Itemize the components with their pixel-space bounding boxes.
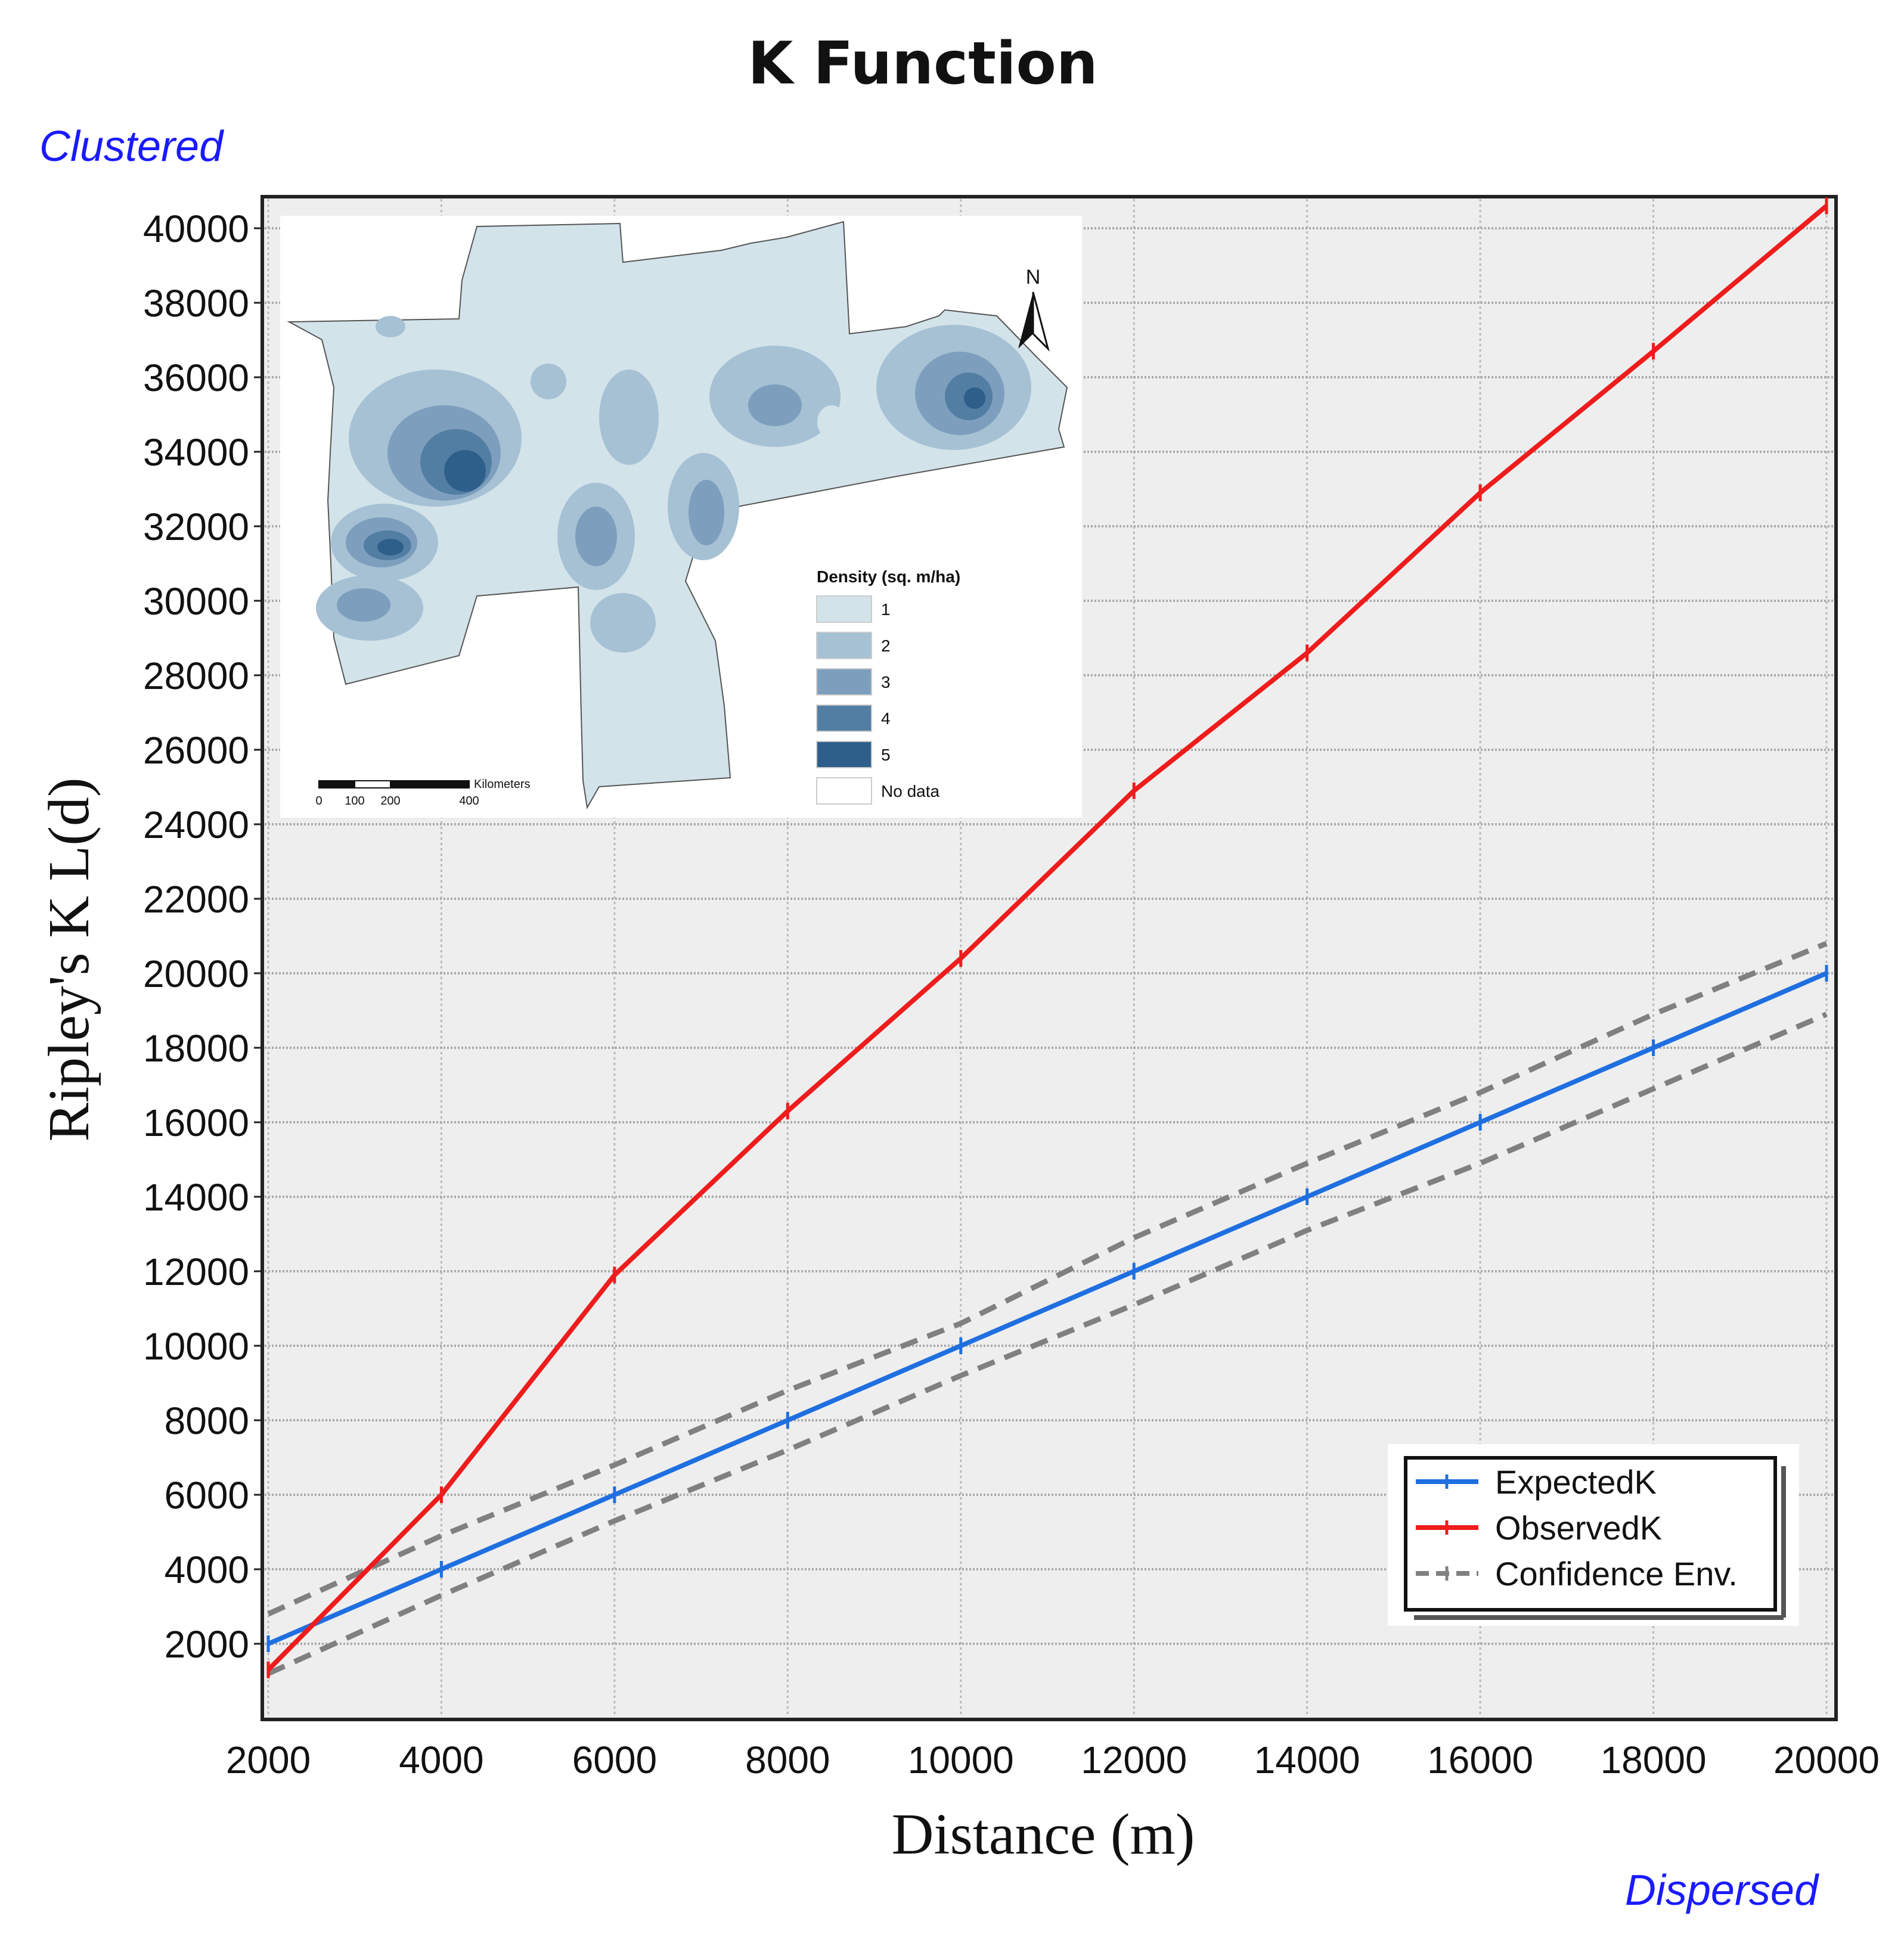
legend-label: ExpectedK <box>1495 1463 1657 1501</box>
chart-title: K Function <box>748 30 1097 98</box>
y-tick-label: 8000 <box>165 1399 249 1442</box>
series-group <box>266 197 1828 1678</box>
x-tick-label: 2000 <box>226 1739 311 1781</box>
map-legend-label: 5 <box>881 746 891 764</box>
x-tick-label: 4000 <box>399 1739 483 1781</box>
map-legend-swatch <box>816 668 872 696</box>
map-low-density-hole <box>817 405 846 439</box>
y-tick-label: 16000 <box>143 1101 249 1144</box>
y-tick-label: 6000 <box>165 1474 249 1517</box>
y-tick-label: 36000 <box>143 356 249 399</box>
scale-unit-label: Kilometers <box>474 778 530 791</box>
north-arrow-icon: N <box>1018 266 1050 352</box>
y-tick-label: 38000 <box>143 282 249 325</box>
map-legend-label: 1 <box>881 600 891 619</box>
map-legend-swatch <box>816 632 872 659</box>
x-tick-label: 6000 <box>572 1739 657 1781</box>
y-tick-label: 22000 <box>143 878 249 921</box>
scale-tick-label: 400 <box>459 794 479 808</box>
y-tick-label: 14000 <box>143 1176 249 1219</box>
y-axis-title: Ripley's K L(d) <box>37 777 101 1141</box>
x-tick-label: 18000 <box>1601 1739 1707 1781</box>
scale-bar: Kilometers 0 100 200 400 <box>315 778 530 808</box>
map-legend-swatch <box>816 595 872 623</box>
map-legend-title: Density (sq. m/ha) <box>817 567 960 586</box>
y-tick-label: 40000 <box>143 207 249 250</box>
x-tick-label: 16000 <box>1427 1739 1533 1781</box>
map-legend-swatch <box>816 741 872 768</box>
y-tick-label: 34000 <box>143 431 249 474</box>
axis-ticks: 2000 4000 6000 8000 10000 12000 14000 16000 1800… <box>143 207 1880 1781</box>
map-legend-swatch <box>816 704 872 732</box>
y-tick-label: 28000 <box>143 654 249 697</box>
confidence-envelope-line <box>267 940 1828 1617</box>
observedk-line <box>266 204 1828 1672</box>
x-tick-label: 8000 <box>745 1739 830 1781</box>
x-tick-label: 10000 <box>908 1739 1014 1781</box>
y-tick-label: 30000 <box>143 580 249 623</box>
legend-entries: ExpectedK ObservedK Confidence Env. <box>1416 1463 1738 1593</box>
confidence-envelope-line <box>267 1011 1828 1677</box>
y-tick-label: 18000 <box>143 1027 249 1070</box>
scale-tick-label: 100 <box>345 794 364 808</box>
density-level-5 <box>377 387 985 555</box>
map-legend-swatch <box>816 777 872 805</box>
clustered-label: Clustered <box>39 123 224 170</box>
y-tick-label: 26000 <box>143 729 249 772</box>
y-tick-label: 4000 <box>165 1548 249 1591</box>
chart-legend: ExpectedK ObservedK Confidence Env. <box>1388 1444 1799 1626</box>
map-legend-label: 2 <box>881 637 891 655</box>
scale-tick-label: 200 <box>380 794 400 808</box>
map-legend: 1 2 3 4 5 No data <box>816 595 939 805</box>
map-legend-label: No data <box>881 782 939 800</box>
north-label: N <box>1026 266 1041 288</box>
y-tick-label: 20000 <box>143 952 249 995</box>
expectedk-line <box>267 971 1828 1646</box>
map-legend-label: 3 <box>881 673 891 691</box>
map-legend-label: 4 <box>881 709 891 728</box>
inset-density-map: N Density (sq. m/ha) 1 2 3 4 5 No data Kilome… <box>280 216 1082 818</box>
dispersed-label: Dispersed <box>1625 1867 1819 1914</box>
x-tick-label: 12000 <box>1081 1739 1187 1781</box>
x-tick-label: 20000 <box>1773 1739 1880 1781</box>
y-tick-label: 12000 <box>143 1250 249 1293</box>
y-tick-label: 24000 <box>143 803 249 846</box>
legend-label: ObservedK <box>1495 1509 1662 1547</box>
legend-label: Confidence Env. <box>1495 1555 1738 1593</box>
y-tick-label: 32000 <box>143 505 249 548</box>
x-tick-label: 14000 <box>1254 1739 1360 1781</box>
y-tick-label: 10000 <box>143 1325 249 1368</box>
y-tick-label: 2000 <box>165 1623 249 1666</box>
x-axis-title: Distance (m) <box>892 1802 1195 1867</box>
scale-tick-label: 0 <box>315 794 322 808</box>
